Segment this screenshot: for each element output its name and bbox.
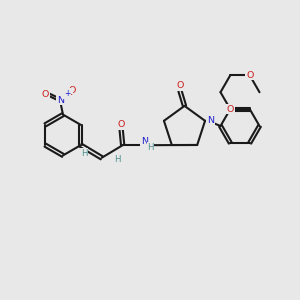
Text: O: O: [246, 71, 253, 80]
Text: N: N: [57, 96, 64, 105]
Text: O: O: [176, 81, 184, 90]
Text: -: -: [68, 88, 72, 99]
Text: +: +: [64, 89, 70, 98]
Text: H: H: [114, 155, 121, 164]
Text: N: N: [207, 116, 214, 125]
Text: O: O: [42, 90, 49, 99]
Text: O: O: [118, 120, 125, 129]
Text: H: H: [147, 143, 154, 152]
Text: O: O: [226, 105, 234, 114]
Text: H: H: [81, 149, 88, 158]
Text: N: N: [141, 137, 148, 146]
Text: O: O: [69, 86, 76, 95]
